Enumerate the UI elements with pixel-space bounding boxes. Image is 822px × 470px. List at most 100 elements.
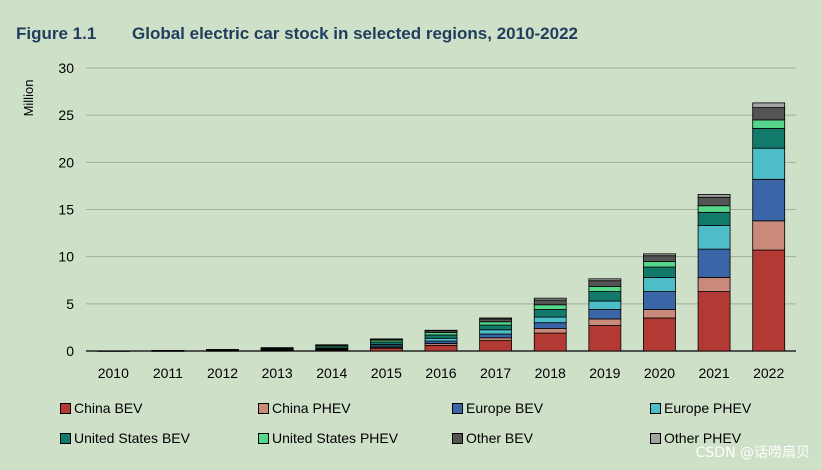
y-tick-label: 20 bbox=[58, 154, 74, 170]
bar-segment bbox=[643, 277, 676, 292]
legend-item: Europe PHEV bbox=[650, 400, 751, 416]
bar-segment bbox=[752, 178, 786, 222]
bar-segment bbox=[588, 278, 622, 282]
legend-label: Europe BEV bbox=[466, 400, 544, 416]
legend-swatch bbox=[60, 432, 71, 444]
bar-segment bbox=[752, 249, 786, 352]
bar-segment bbox=[588, 291, 622, 302]
legend-swatch bbox=[650, 402, 661, 414]
figure-label: Figure 1.1 bbox=[16, 24, 97, 43]
legend-label: Other BEV bbox=[466, 430, 533, 446]
chart-grid bbox=[86, 67, 796, 352]
bar-segment bbox=[479, 317, 513, 320]
bar-segment bbox=[697, 194, 731, 198]
legend-item: Europe BEV bbox=[452, 400, 543, 416]
bar-segment bbox=[533, 309, 567, 318]
legend-item: United States PHEV bbox=[258, 430, 398, 446]
y-axis-label: Million bbox=[21, 80, 36, 117]
bar-segment bbox=[533, 316, 567, 324]
bar-segment bbox=[151, 350, 185, 352]
y-tick-label: 10 bbox=[58, 249, 74, 265]
x-tick-label: 2020 bbox=[644, 365, 675, 381]
bar-segment bbox=[369, 347, 403, 352]
y-tick-label: 5 bbox=[66, 296, 74, 312]
bar-segment bbox=[479, 321, 513, 326]
bar-segment bbox=[533, 327, 567, 334]
x-tick-label: 2015 bbox=[371, 365, 402, 381]
x-tick-label: 2019 bbox=[589, 365, 620, 381]
bar-segment bbox=[424, 329, 458, 332]
y-tick-label: 15 bbox=[58, 202, 74, 218]
bar-segment bbox=[588, 318, 622, 326]
legend-item: Other BEV bbox=[452, 430, 533, 446]
bar-segment bbox=[588, 280, 622, 287]
x-tick-label: 2011 bbox=[153, 365, 183, 381]
legend-swatch bbox=[452, 432, 463, 444]
legend-item: China PHEV bbox=[258, 400, 351, 416]
y-tick-label: 25 bbox=[58, 107, 74, 123]
legend-swatch bbox=[452, 402, 463, 414]
bar-segment bbox=[533, 322, 567, 329]
bar-segment bbox=[260, 347, 294, 349]
bar-segment bbox=[697, 211, 731, 226]
legend-label: Europe PHEV bbox=[664, 400, 752, 416]
bar-segment bbox=[424, 344, 458, 352]
x-tick-label: 2021 bbox=[698, 365, 729, 381]
legend-swatch bbox=[650, 432, 661, 444]
x-tick-label: 2014 bbox=[316, 365, 347, 381]
legend-label: China PHEV bbox=[272, 400, 351, 416]
chart-bars bbox=[96, 102, 786, 352]
bar-segment bbox=[697, 196, 731, 207]
bar-segment bbox=[752, 220, 786, 251]
bar-segment bbox=[479, 337, 513, 342]
x-tick-label: 2018 bbox=[535, 365, 566, 381]
bar-segment bbox=[697, 205, 731, 213]
x-tick-label: 2022 bbox=[753, 365, 784, 381]
legend-item: Other PHEV bbox=[650, 430, 741, 446]
legend-label: United States BEV bbox=[74, 430, 190, 446]
bar-segment bbox=[752, 119, 786, 129]
legend-label: United States PHEV bbox=[272, 430, 399, 446]
bar-segment bbox=[588, 285, 622, 292]
bar-segment bbox=[752, 147, 786, 180]
bar-segment bbox=[533, 299, 567, 306]
bar-segment bbox=[315, 344, 349, 346]
bar-segment bbox=[643, 260, 676, 268]
x-tick-label: 2016 bbox=[425, 365, 456, 381]
legend-swatch bbox=[258, 432, 269, 444]
bar-segment bbox=[643, 253, 676, 257]
bar-segment bbox=[643, 317, 676, 352]
bar-segment bbox=[533, 332, 567, 352]
figure-title-row: Figure 1.1 Global electric car stock in s… bbox=[16, 24, 578, 44]
bar-segment bbox=[533, 304, 567, 310]
bar-segment bbox=[752, 107, 786, 121]
x-axis-ticks: 2010 2011 2012 2013 2014 2015 2016 2017 2018 2019… bbox=[98, 365, 785, 381]
figure-title: Global electric car stock in selected re… bbox=[132, 24, 579, 43]
bar-segment bbox=[643, 291, 676, 310]
bar-segment bbox=[588, 309, 622, 320]
x-tick-label: 2010 bbox=[98, 365, 129, 381]
legend-item: China BEV bbox=[60, 400, 142, 416]
bar-segment bbox=[752, 102, 786, 109]
bar-segment bbox=[96, 350, 130, 352]
legend-swatch bbox=[258, 402, 269, 414]
bar-segment bbox=[697, 248, 731, 278]
bar-segment bbox=[643, 266, 676, 278]
bar-segment bbox=[424, 337, 458, 342]
bar-segment bbox=[588, 300, 622, 310]
x-tick-label: 2012 bbox=[207, 365, 238, 381]
bar-segment bbox=[643, 255, 676, 262]
bar-segment bbox=[479, 329, 513, 335]
y-axis-ticks: 0 5 10 15 20 25 30 bbox=[58, 60, 74, 359]
bar-segment bbox=[479, 333, 513, 339]
bar-segment bbox=[697, 277, 731, 292]
y-tick-label: 0 bbox=[66, 343, 74, 359]
bar-segment bbox=[588, 325, 622, 352]
bar-segment bbox=[479, 340, 513, 352]
bar-segment bbox=[206, 349, 239, 351]
legend-swatch bbox=[60, 402, 71, 414]
legend-label: Other PHEV bbox=[664, 430, 742, 446]
bar-segment bbox=[697, 225, 731, 250]
x-tick-label: 2017 bbox=[480, 365, 511, 381]
